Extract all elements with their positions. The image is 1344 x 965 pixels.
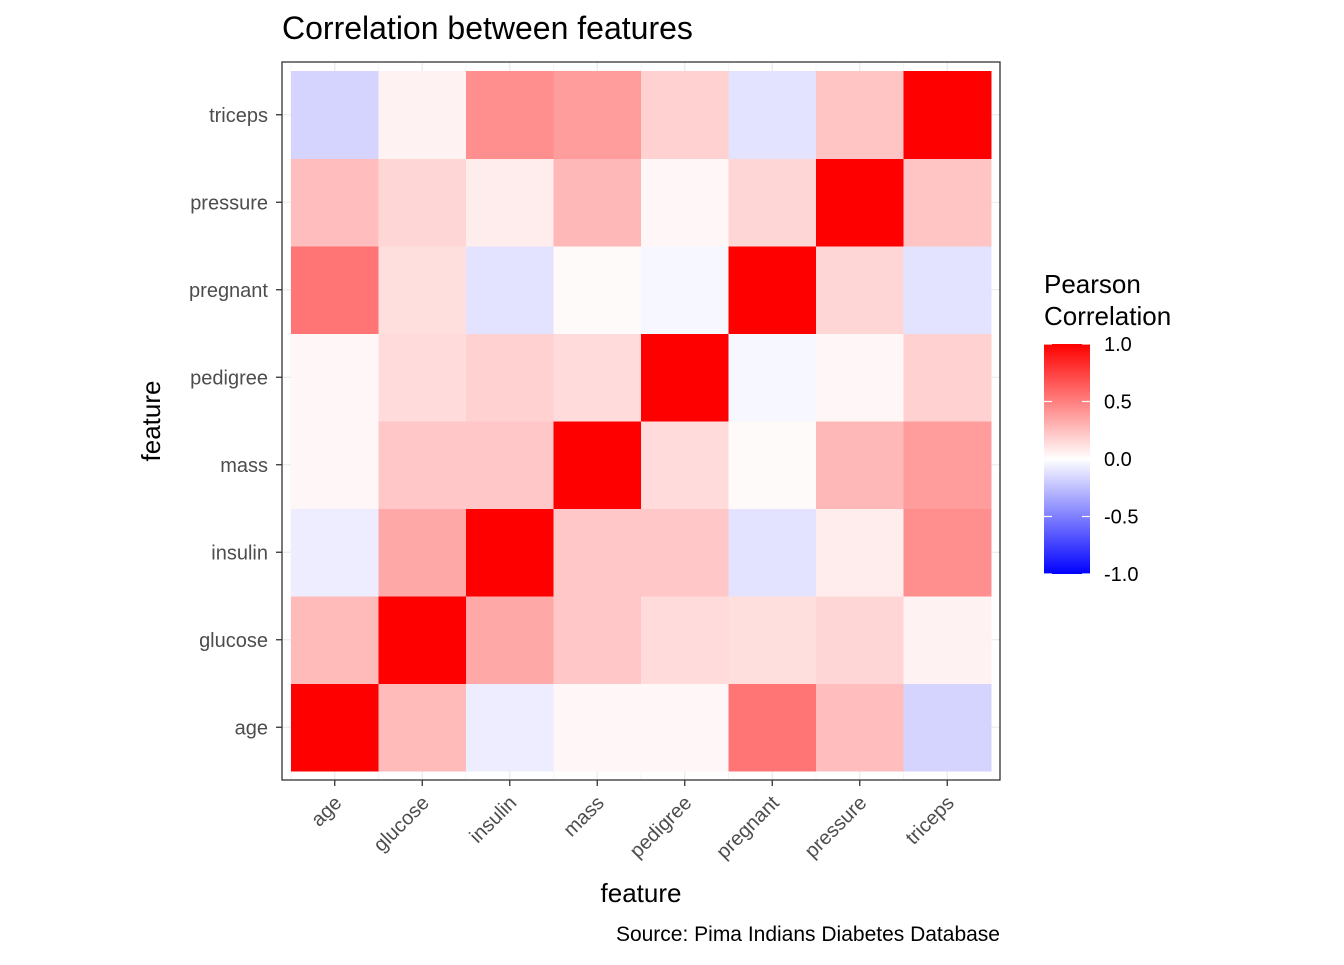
y-tick-label-glucose: glucose: [199, 630, 268, 652]
heatmap-cell-triceps-pressure: [816, 71, 904, 159]
legend-label: -0.5: [1104, 507, 1138, 529]
heatmap-cell-pressure-insulin: [466, 158, 554, 247]
heatmap-cell-pressure-glucose: [378, 158, 467, 247]
heatmap-cell-pregnant-pedigree: [641, 246, 729, 334]
heatmap-cell-insulin-age: [291, 508, 379, 597]
heatmap-cell-mass-triceps: [903, 421, 992, 509]
y-tick-label-pressure: pressure: [190, 192, 268, 214]
heatmap-cell-insulin-pedigree: [641, 508, 729, 597]
heatmap-cell-pregnant-mass: [553, 246, 642, 334]
legend-label: -1.0: [1104, 564, 1138, 586]
caption: Source: Pima Indians Diabetes Database: [616, 923, 1000, 946]
heatmap-cell-mass-glucose: [378, 421, 467, 509]
y-axis: age glucose insulin mass pedigree pregnant pre…: [189, 105, 282, 739]
heatmap-cell-glucose-insulin: [466, 596, 554, 684]
heatmap-cell-mass-pressure: [816, 421, 904, 509]
heatmap-cell-age-insulin: [466, 683, 554, 772]
heatmap-cell-mass-age: [291, 421, 379, 509]
heatmap-cell-glucose-age: [291, 596, 379, 684]
heatmap-cell-pedigree-insulin: [466, 333, 554, 422]
heatmap-cell-pedigree-pedigree: [641, 333, 729, 422]
chart-title: Correlation between features: [282, 10, 693, 46]
heatmap-cell-mass-pedigree: [641, 421, 729, 509]
heatmap-cell-glucose-pregnant: [728, 596, 817, 684]
heatmap-cell-age-glucose: [378, 683, 467, 772]
heatmap-cell-age-mass: [553, 683, 642, 772]
heatmap-cell-triceps-mass: [553, 71, 642, 159]
legend-label: 1.0: [1104, 334, 1132, 356]
heatmap-cell-pregnant-glucose: [378, 246, 467, 334]
heatmap-cell-pregnant-pregnant: [728, 246, 817, 334]
heatmap-cell-triceps-pregnant: [728, 71, 817, 159]
y-tick-label-triceps: triceps: [209, 105, 268, 127]
heatmap-cell-triceps-pedigree: [641, 71, 729, 159]
heatmap-cell-insulin-triceps: [903, 508, 992, 597]
heatmap-cell-glucose-glucose: [378, 596, 467, 684]
heatmap-cell-pedigree-age: [291, 333, 379, 422]
legend-label: 0.0: [1104, 449, 1132, 471]
heatmap-cell-triceps-triceps: [903, 71, 992, 159]
heatmap-cell-triceps-insulin: [466, 71, 554, 159]
heatmap-cell-insulin-pressure: [816, 508, 904, 597]
heatmap-cell-pressure-pedigree: [641, 158, 729, 247]
y-tick-label-insulin: insulin: [211, 542, 268, 564]
x-tick-label-triceps: triceps: [902, 792, 959, 849]
x-tick-label-pregnant: pregnant: [712, 792, 784, 864]
heatmap-cell-pregnant-pressure: [816, 246, 904, 334]
heatmap-cells: [291, 71, 992, 772]
x-axis-title: feature: [601, 878, 682, 908]
heatmap-cell-insulin-mass: [553, 508, 642, 597]
x-tick-label-mass: mass: [559, 792, 608, 841]
x-tick-label-glucose: glucose: [369, 792, 433, 856]
heatmap-cell-glucose-mass: [553, 596, 642, 684]
heatmap-cell-mass-mass: [553, 421, 642, 509]
heatmap-cell-glucose-triceps: [903, 596, 992, 684]
x-tick-label-pressure: pressure: [801, 792, 872, 863]
x-tick-label-age: age: [307, 792, 346, 831]
x-tick-label-insulin: insulin: [466, 792, 522, 848]
heatmap-cell-age-pedigree: [641, 683, 729, 772]
legend-label: 0.5: [1104, 392, 1132, 414]
heatmap-cell-mass-insulin: [466, 421, 554, 509]
heatmap-cell-mass-pregnant: [728, 421, 817, 509]
heatmap-cell-pressure-pressure: [816, 158, 904, 247]
legend-title-line-2: Correlation: [1044, 301, 1171, 331]
legend: Pearson Correlation 1.0 0.5 0.0 -0.5 -1.0: [1044, 269, 1171, 586]
heatmap-cell-pedigree-glucose: [378, 333, 467, 422]
heatmap-cell-insulin-pregnant: [728, 508, 817, 597]
y-tick-label-pregnant: pregnant: [189, 280, 268, 302]
heatmap-cell-pressure-age: [291, 158, 379, 247]
y-tick-label-pedigree: pedigree: [190, 367, 268, 389]
plot-border: [281, 61, 1001, 781]
heatmap-cell-pressure-pregnant: [728, 158, 817, 247]
heatmap-cell-pregnant-age: [291, 246, 379, 334]
legend-ticks: 1.0 0.5 0.0 -0.5 -1.0: [1044, 334, 1138, 586]
heatmap-cell-insulin-glucose: [378, 508, 467, 597]
x-axis: age glucose insulin mass pedigree pregnant pre…: [307, 780, 959, 863]
heatmap-cell-pedigree-pregnant: [728, 333, 817, 422]
heatmap-cell-age-triceps: [903, 683, 992, 772]
heatmap-cell-age-age: [291, 683, 379, 772]
x-tick-label-pedigree: pedigree: [626, 792, 697, 863]
y-tick-label-mass: mass: [220, 455, 268, 477]
y-tick-label-age: age: [235, 717, 268, 739]
heatmap-cell-triceps-age: [291, 71, 379, 159]
heatmap-cell-pressure-mass: [553, 158, 642, 247]
heatmap-cell-glucose-pedigree: [641, 596, 729, 684]
heatmap-cell-pressure-triceps: [903, 158, 992, 247]
heatmap-cell-age-pressure: [816, 683, 904, 772]
heatmap-cell-pedigree-mass: [553, 333, 642, 422]
y-axis-title: feature: [136, 381, 166, 462]
heatmap-cell-insulin-insulin: [466, 508, 554, 597]
heatmap-cell-glucose-pressure: [816, 596, 904, 684]
heatmap-cell-pedigree-pressure: [816, 333, 904, 422]
heatmap-cell-triceps-glucose: [378, 71, 467, 159]
legend-title-line-1: Pearson: [1044, 269, 1141, 299]
heatmap-cell-age-pregnant: [728, 683, 817, 772]
heatmap-cell-pregnant-triceps: [903, 246, 992, 334]
heatmap-cell-pregnant-insulin: [466, 246, 554, 334]
heatmap-cell-pedigree-triceps: [903, 333, 992, 422]
